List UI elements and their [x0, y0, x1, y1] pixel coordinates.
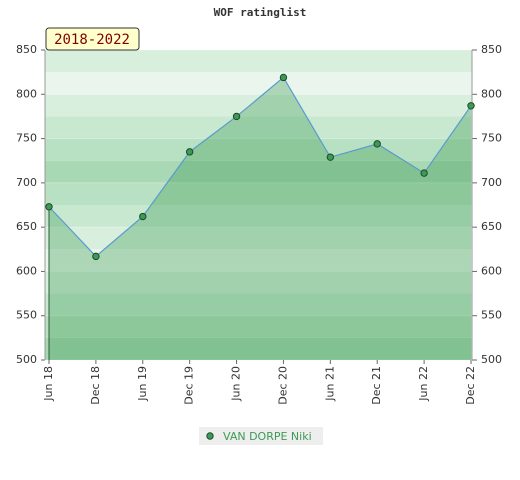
grid-band: [45, 293, 472, 316]
data-point: [326, 153, 335, 161]
data-point: [279, 73, 288, 82]
legend-label: VAN DORPE Niki: [223, 430, 312, 443]
data-point: [139, 212, 147, 221]
area-fill: [49, 77, 471, 360]
y-tick-label: 650: [16, 220, 37, 233]
grid-band: [45, 271, 472, 294]
grid-band: [45, 227, 472, 250]
data-point: [232, 112, 241, 121]
y-tick-label: 600: [16, 264, 37, 277]
grid-band: [45, 315, 472, 338]
period-label: 2018-2022: [54, 32, 130, 48]
y-tick-label: 750: [16, 132, 37, 145]
x-tick-label: Dec 20: [276, 366, 289, 405]
period-box: [45, 27, 140, 51]
y-tick-label: 850: [16, 43, 37, 56]
series-line: [48, 76, 472, 258]
plot-area: [45, 49, 472, 361]
x-tick-label: Jun 19: [136, 366, 149, 402]
grid-band: [45, 182, 472, 205]
x-tick-label: Jun 20: [230, 366, 243, 402]
y-tick-label: 500: [16, 353, 37, 366]
y-tick-label: 700: [16, 176, 37, 189]
y2-tick-label: 500: [481, 353, 502, 366]
grid-band: [45, 138, 472, 161]
y2-tick-label: 600: [481, 264, 502, 277]
data-point: [467, 102, 475, 110]
legend-marker: [206, 432, 214, 440]
grid-band: [45, 337, 472, 360]
y2-tick-label: 750: [481, 132, 502, 145]
x-tick-label: Jun 21: [323, 366, 336, 402]
y2-tick-label: 700: [481, 176, 502, 189]
y2-tick-label: 800: [481, 87, 502, 100]
data-point: [420, 169, 428, 177]
grid-band: [45, 116, 472, 139]
y-tick-label: 800: [16, 87, 37, 100]
x-tick-label: Jun 18: [42, 366, 55, 402]
data-point: [373, 140, 381, 148]
x-tick-label: Dec 22: [464, 366, 477, 405]
grid-band: [45, 72, 472, 95]
grid-band: [45, 94, 472, 117]
chart-title: WOF ratinglist: [214, 6, 307, 19]
y2-tick-label: 650: [481, 220, 502, 233]
x-tick-label: Dec 18: [89, 366, 102, 405]
grid-band: [45, 205, 472, 228]
y2-tick-label: 550: [481, 309, 502, 322]
grid-band: [45, 160, 472, 183]
x-tick-label: Dec 19: [183, 366, 196, 405]
y2-tick-label: 850: [481, 43, 502, 56]
y-tick-label: 550: [16, 309, 37, 322]
legend: [199, 427, 323, 445]
x-tick-label: Dec 21: [370, 366, 383, 405]
grid-band: [45, 249, 472, 272]
data-point: [185, 148, 194, 156]
data-point: [92, 252, 100, 261]
x-tick-label: Jun 22: [417, 366, 430, 402]
data-point: [45, 203, 53, 211]
grid-band: [45, 50, 472, 73]
